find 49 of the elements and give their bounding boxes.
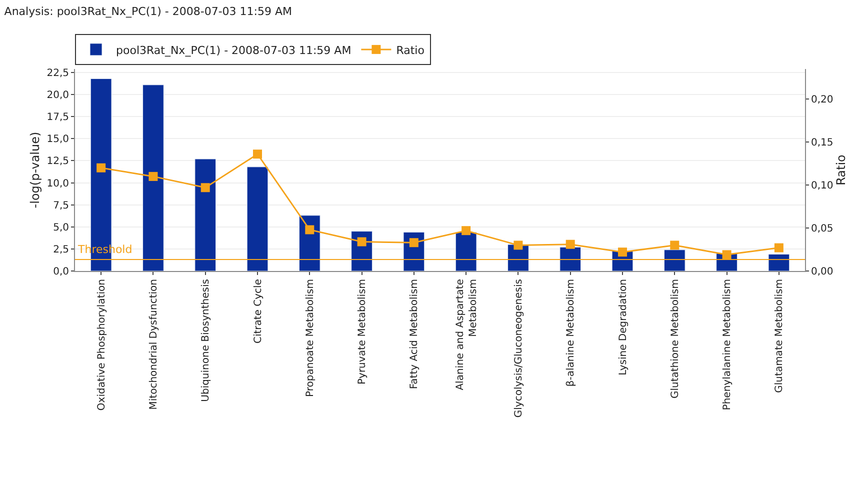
legend-label: pool3Rat_Nx_PC(1) - 2008-07-03 11:59 AM bbox=[116, 44, 352, 57]
y2-tick-label: 0,20 bbox=[811, 94, 834, 106]
y-tick-label: 22,5 bbox=[46, 68, 69, 80]
y-tick-label: 7,5 bbox=[53, 200, 69, 212]
legend-label: Ratio bbox=[396, 44, 425, 57]
point bbox=[200, 183, 210, 192]
chart-title: Analysis: pool3Rat_Nx_PC(1) - 2008-07-03 11:59 AM bbox=[4, 4, 292, 18]
x-tick-label: Lysine Degradation bbox=[618, 279, 629, 376]
point bbox=[722, 250, 732, 260]
x-tick-label: β-alanine Metabolism bbox=[566, 279, 577, 387]
y-tick-label: 20,0 bbox=[46, 90, 69, 102]
y2-tick-label: 0,05 bbox=[811, 224, 834, 235]
x-tick-label: Glutathione Metabolism bbox=[670, 279, 681, 399]
x-tick-label: Propanoate Metabolism bbox=[304, 279, 316, 397]
x-tick-label: Oxidative Phosphorylation bbox=[96, 279, 108, 411]
x-tick-label: Glycolysis/Gluconeogenesis bbox=[513, 279, 524, 418]
bar bbox=[768, 254, 790, 271]
point bbox=[253, 150, 262, 159]
y-tick-label: 10,0 bbox=[46, 178, 69, 190]
point bbox=[618, 248, 627, 257]
y2-tick-label: 0,15 bbox=[811, 138, 834, 149]
point bbox=[566, 240, 575, 249]
y-tick-label: 0,0 bbox=[53, 266, 69, 278]
point bbox=[462, 226, 471, 236]
point bbox=[514, 240, 523, 250]
point bbox=[670, 240, 680, 250]
y-axis-title: -log(p-value) bbox=[28, 132, 42, 208]
x-tick-label: Glutamate Metabolism bbox=[774, 279, 786, 393]
y-tick-label: 17,5 bbox=[46, 112, 69, 124]
point bbox=[305, 225, 314, 234]
y-tick-label: 2,5 bbox=[53, 244, 69, 256]
point bbox=[148, 172, 158, 181]
x-tick-label: Fatty Acid Metabolism bbox=[409, 279, 420, 390]
y-tick-label: 15,0 bbox=[46, 134, 69, 146]
x-tick-label: Alanine and Aspartate Metabolism bbox=[454, 279, 479, 390]
point bbox=[774, 243, 784, 252]
x-tick-label: Citrate Cycle bbox=[252, 279, 264, 344]
y-tick-label: 12,5 bbox=[46, 156, 69, 168]
y2-tick-label: 0,00 bbox=[811, 266, 834, 278]
point bbox=[96, 163, 106, 172]
y-tick-label: 5,0 bbox=[53, 222, 69, 234]
y2-axis-title: Ratio bbox=[834, 154, 848, 186]
x-tick-label: Pyruvate Metabolism bbox=[357, 279, 368, 384]
y2-tick-label: 0,10 bbox=[811, 180, 834, 192]
point bbox=[357, 237, 366, 246]
x-tick-label: Mitochondrial Dysfunction bbox=[148, 279, 160, 410]
x-tick-label: Phenylalanine Metabolism bbox=[722, 279, 734, 410]
x-tick-label: Ubiquinone Biosynthesis bbox=[200, 279, 212, 402]
point bbox=[409, 238, 418, 248]
